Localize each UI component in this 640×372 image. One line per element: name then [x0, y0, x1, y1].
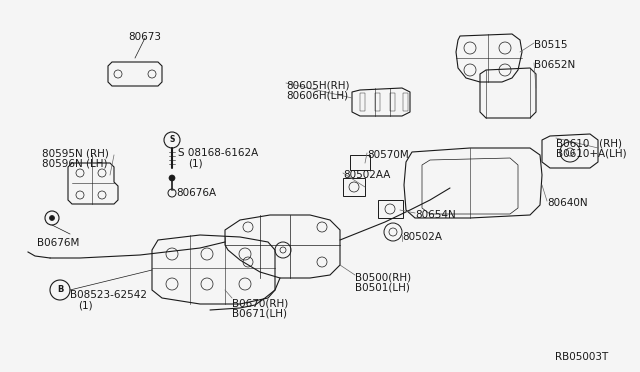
Text: (1): (1): [188, 158, 203, 168]
Text: RB05003T: RB05003T: [555, 352, 608, 362]
Bar: [343, 178, 365, 196]
Text: B: B: [57, 285, 63, 295]
Text: B08523-62542: B08523-62542: [70, 290, 147, 300]
Text: 80596N (LH): 80596N (LH): [42, 158, 108, 168]
Text: B0501(LH): B0501(LH): [355, 282, 410, 292]
Text: B0610+A(LH): B0610+A(LH): [556, 148, 627, 158]
Text: 80640N: 80640N: [547, 198, 588, 208]
Text: B0500(RH): B0500(RH): [355, 272, 411, 282]
Text: 80605H(RH): 80605H(RH): [286, 80, 349, 90]
Text: 80606H(LH): 80606H(LH): [286, 90, 348, 100]
Text: B0676M: B0676M: [37, 238, 79, 248]
Text: B0515: B0515: [534, 40, 568, 50]
Bar: [375, 93, 380, 111]
Text: 80595N (RH): 80595N (RH): [42, 148, 108, 158]
Text: S 08168-6162A: S 08168-6162A: [178, 148, 259, 158]
Text: (1): (1): [78, 300, 93, 310]
Text: 80502A: 80502A: [402, 232, 442, 242]
Bar: [350, 155, 370, 170]
Bar: [390, 93, 395, 111]
Text: 80654N: 80654N: [415, 210, 456, 220]
Circle shape: [169, 175, 175, 181]
Text: B0610   (RH): B0610 (RH): [556, 138, 622, 148]
Text: B0671(LH): B0671(LH): [232, 308, 287, 318]
Text: B0652N: B0652N: [534, 60, 575, 70]
Text: B0670(RH): B0670(RH): [232, 298, 288, 308]
Bar: [378, 200, 403, 218]
Text: 80570M: 80570M: [367, 150, 409, 160]
Text: 80673: 80673: [129, 32, 161, 42]
Text: 80502AA: 80502AA: [343, 170, 390, 180]
Text: 80676A: 80676A: [176, 188, 216, 198]
Bar: [360, 93, 365, 111]
Circle shape: [49, 215, 54, 221]
Bar: [403, 93, 408, 111]
Text: S: S: [170, 135, 175, 144]
